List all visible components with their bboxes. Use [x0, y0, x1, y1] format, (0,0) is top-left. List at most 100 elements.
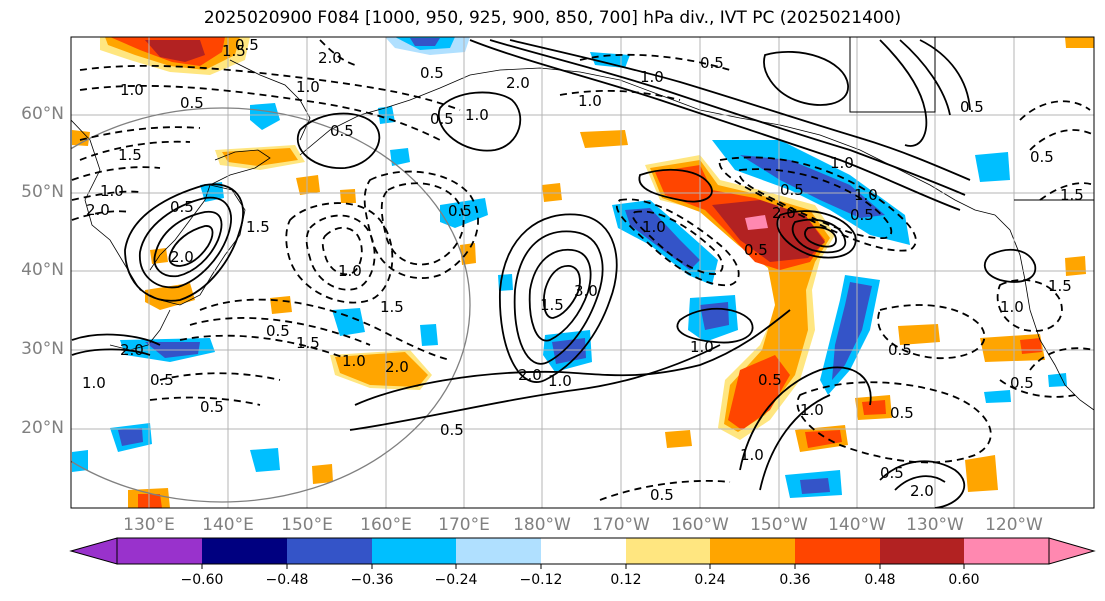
contour-line [71, 333, 161, 346]
contour-line [631, 210, 724, 275]
contour-line [79, 64, 461, 111]
negative-anomaly-patch [832, 282, 872, 380]
lon-label: 140°E [202, 515, 254, 535]
positive-anomaly-patch [340, 189, 356, 203]
positive-anomaly-patch [1065, 256, 1086, 276]
contour-line [796, 381, 992, 464]
negative-anomaly-patch [590, 52, 630, 68]
contour-line [559, 89, 681, 101]
contour-line [363, 170, 479, 279]
contour-line [297, 112, 381, 169]
positive-anomaly-patch [222, 148, 298, 166]
colorbar-tick-label: −0.12 [519, 572, 563, 588]
colorbar-segment [456, 538, 541, 564]
positive-anomaly-patch [296, 175, 320, 195]
contour-line [159, 372, 281, 381]
lon-label: 150°W [750, 515, 808, 535]
shaded-field-layer [72, 37, 1094, 508]
contour-line [1029, 129, 1094, 151]
positive-anomaly-patch [145, 40, 205, 62]
contour-line [499, 213, 618, 383]
negative-anomaly-patch [552, 338, 586, 364]
contour-label: 1.0 [296, 78, 320, 96]
contour-line [79, 140, 191, 161]
coastline [109, 309, 171, 351]
contour-label: 0.5 [430, 110, 454, 128]
lon-label: 150°E [281, 515, 333, 535]
contour-label: 1.5 [246, 218, 270, 236]
contour-label: 1.0 [690, 338, 714, 356]
contour-line [718, 156, 917, 252]
contour-label: 0.5 [200, 398, 224, 416]
contour-label: 1.0 [642, 218, 666, 236]
lat-label-40n: 40°N [21, 260, 64, 280]
positive-anomaly-patch [270, 296, 292, 314]
region-box [849, 37, 1094, 201]
colorbar-tick-label: −0.60 [180, 572, 224, 588]
contour-label: 3.0 [574, 282, 598, 300]
contour-line [179, 334, 346, 359]
positive-anomaly-patch [145, 283, 195, 310]
contour-label: 1.0 [1000, 298, 1024, 316]
contour-label: 0.5 [170, 198, 194, 216]
contour-line [349, 344, 721, 431]
lon-label: 170°E [438, 515, 490, 535]
contour-line [542, 265, 581, 319]
contour-line [71, 348, 151, 356]
colorbar-tick-label: −0.48 [265, 572, 309, 588]
contour-line [999, 379, 1076, 398]
negative-anomaly-patch [420, 324, 438, 346]
negative-anomaly-patch [700, 302, 729, 330]
colorbar-segment [287, 538, 372, 564]
region-circle [71, 107, 471, 503]
colorbar-extend-low [69, 537, 118, 565]
contour-label: 1.0 [830, 154, 854, 172]
colorbar-tick-label: −0.24 [434, 572, 478, 588]
contour-line [1029, 347, 1094, 371]
lat-label-20n: 20°N [21, 418, 64, 438]
contour-label: 2.0 [910, 482, 934, 500]
coastline [209, 149, 271, 186]
contour-line [469, 39, 961, 211]
colorbar-tick-label: −0.36 [350, 572, 394, 588]
contour-label: 1.0 [120, 81, 144, 99]
lat-label-30n: 30°N [21, 339, 64, 359]
contour-label: 1.0 [800, 401, 824, 419]
contour-line [168, 225, 214, 267]
contour-line [738, 168, 893, 239]
positive-anomaly-patch [72, 130, 90, 146]
colorbar-segment [202, 538, 287, 564]
contour-label: 1.5 [1060, 186, 1084, 204]
contour-label: 1.0 [548, 372, 572, 390]
colorbar-segment [795, 538, 880, 564]
positive-anomaly-patch [138, 494, 162, 508]
contour-label: 0.5 [890, 404, 914, 422]
positive-anomaly-patch [665, 430, 692, 448]
contour-label: 1.0 [338, 262, 362, 280]
contour-line [139, 196, 232, 289]
contour-line [528, 248, 592, 342]
contour-line [638, 168, 713, 203]
contour-line [791, 218, 847, 254]
contour-label: 0.5 [150, 371, 174, 389]
colorbar-segment [964, 538, 1049, 564]
contour-label: 0.5 [440, 421, 464, 439]
negative-anomaly-patch [1048, 373, 1067, 387]
negative-anomaly-patch [410, 38, 440, 46]
contour-label: 2.0 [170, 248, 194, 266]
negative-anomaly-patch [332, 308, 365, 336]
positive-anomaly-patch [460, 243, 476, 265]
positive-anomaly-patch [728, 355, 790, 430]
contour-line [899, 39, 951, 116]
contour-line [71, 190, 141, 201]
positive-anomaly-patch [1020, 338, 1042, 354]
contour-line [509, 39, 971, 181]
contour-line [149, 396, 261, 406]
colorbar-tick-label: 0.48 [864, 572, 896, 588]
contour-line [354, 309, 791, 406]
contour-label: 0.5 [330, 122, 354, 140]
contour-label: 0.5 [758, 371, 782, 389]
contour-label: 0.5 [235, 36, 259, 54]
contour-line [599, 480, 731, 501]
contour-line [513, 230, 604, 365]
